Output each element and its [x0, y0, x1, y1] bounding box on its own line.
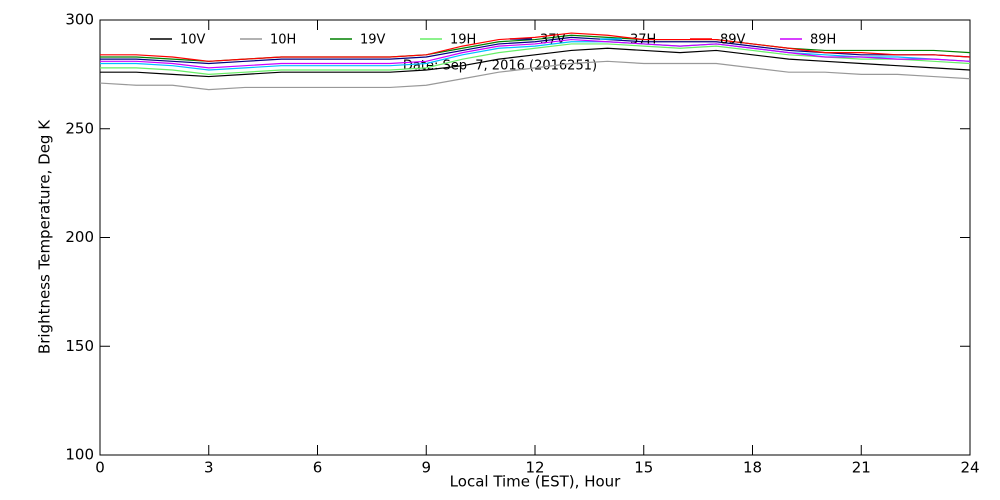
data-line	[100, 41, 971, 71]
data-line	[100, 47, 971, 78]
x-tick-label: 15	[634, 459, 653, 477]
legend-label: 10V	[180, 33, 206, 48]
y-tick-label: 250	[65, 119, 94, 137]
legend-label: 89H	[810, 33, 836, 48]
x-axis-label: Local Time (EST), Hour	[450, 473, 621, 491]
y-tick-label: 200	[65, 228, 94, 246]
x-tick-label: 9	[421, 459, 431, 477]
legend-label: 19H	[450, 33, 476, 48]
x-tick-label: 3	[204, 459, 214, 477]
x-tick-label: 12	[525, 459, 544, 477]
x-tick-label: 21	[852, 459, 871, 477]
x-tick-label: 0	[95, 459, 105, 477]
y-tick-label: 300	[65, 11, 94, 29]
x-tick-label: 18	[743, 459, 762, 477]
data-line	[100, 32, 971, 62]
x-tick-label: 6	[313, 459, 323, 477]
y-tick-label: 100	[65, 446, 94, 464]
y-axis-label: Brightness Temperature, Deg K	[36, 119, 54, 354]
y-tick-label: 150	[65, 337, 94, 355]
legend-label: 10H	[270, 33, 296, 48]
plot-frame	[99, 19, 971, 456]
legend-label: 89V	[720, 33, 746, 48]
x-tick-label: 24	[960, 459, 979, 477]
data-line	[100, 38, 971, 69]
data-line	[99, 60, 971, 91]
legend-label: 19V	[360, 33, 386, 48]
